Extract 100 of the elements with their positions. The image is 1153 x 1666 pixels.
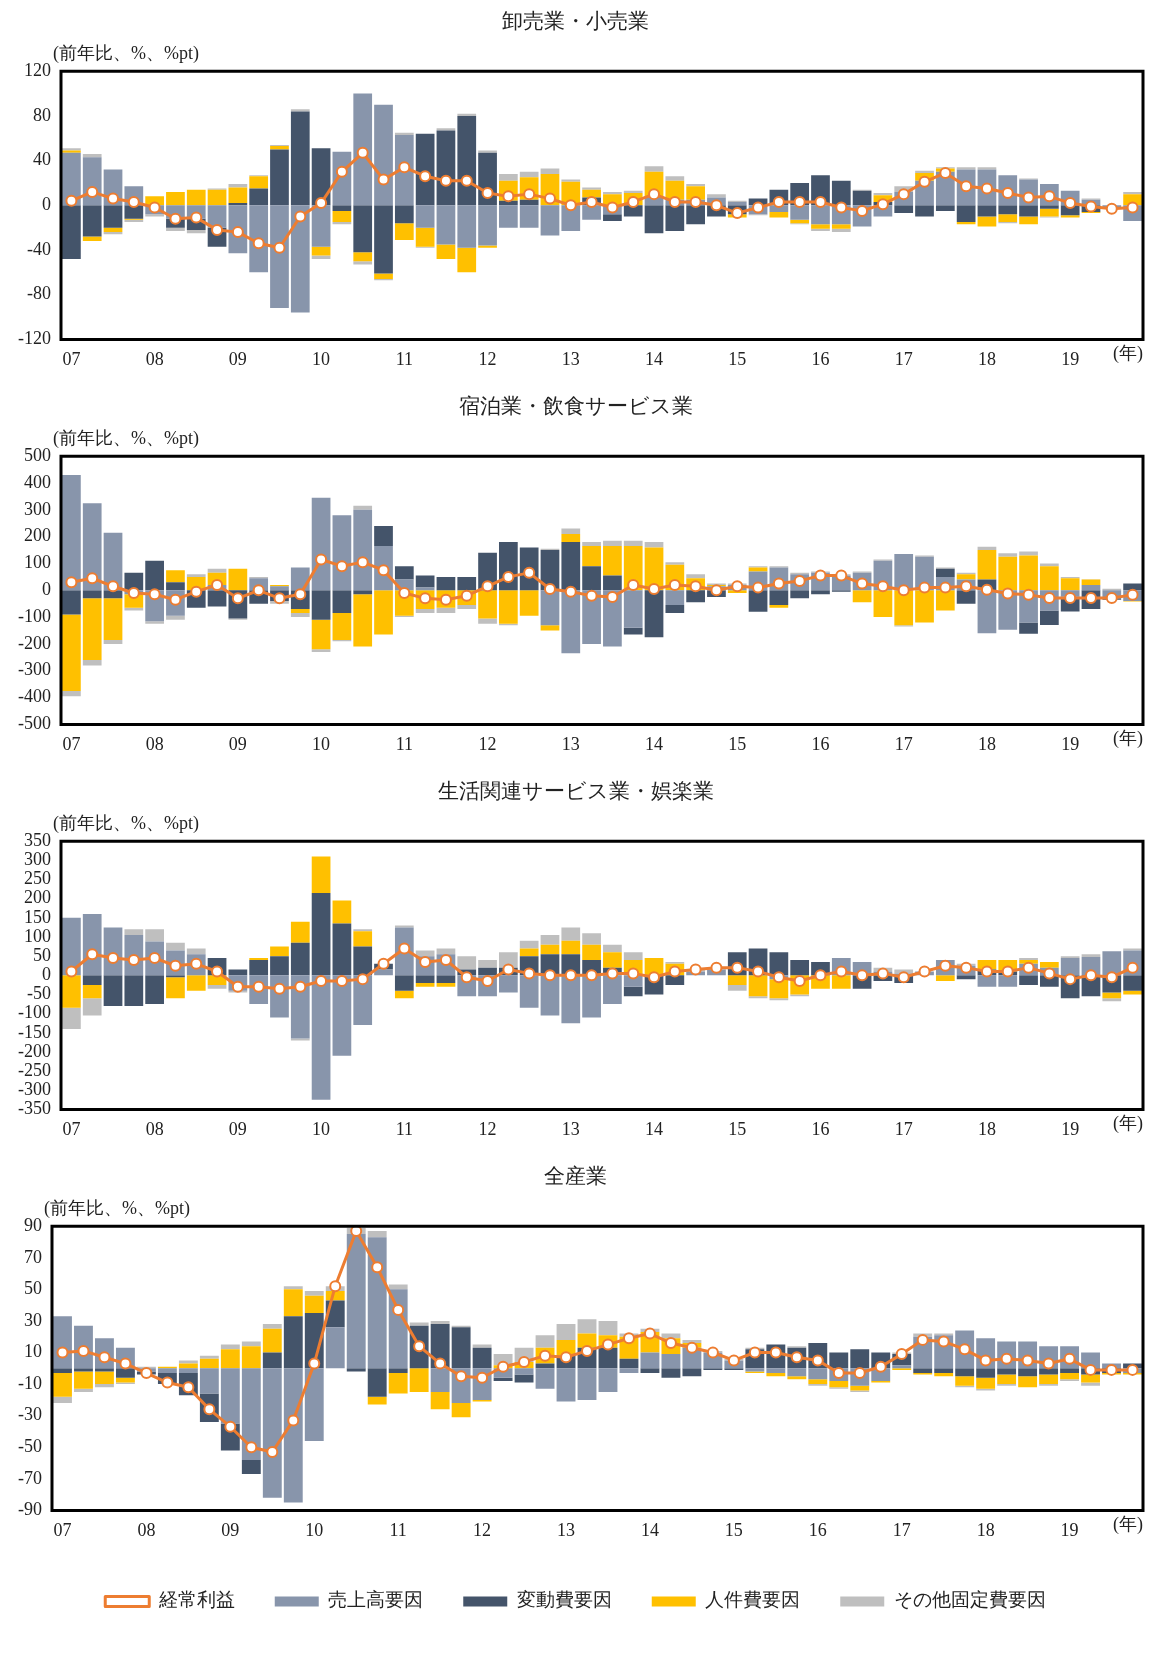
legend-label: 人件費要因 (705, 1589, 801, 1611)
y-tick-label: 100 (23, 552, 51, 573)
x-tick-label: 12 (478, 1118, 497, 1139)
y-tick-label: -120 (17, 328, 51, 349)
x-tick-label: 13 (557, 1519, 576, 1540)
y-tick-label: -250 (17, 1059, 51, 1080)
legend-label: その他固定費要因 (893, 1589, 1046, 1611)
y-tick-label: 300 (23, 849, 51, 870)
x-tick-label: 15 (728, 348, 747, 369)
y-tick-label: 50 (23, 1278, 42, 1299)
y-tick-label: 10 (23, 1341, 42, 1362)
y-tick-label: 0 (41, 194, 51, 215)
y-tick-label: 120 (23, 59, 51, 80)
x-tick-label: 15 (728, 733, 747, 754)
x-tick-label: 17 (892, 1519, 911, 1540)
y-tick-label: -90 (17, 1499, 42, 1520)
y-tick-label: -30 (17, 1404, 42, 1425)
y-tick-label: 80 (32, 104, 51, 125)
x-axis-title: (年) (1113, 1514, 1143, 1536)
y-tick-label: -200 (17, 632, 51, 653)
x-tick-label: 08 (145, 1118, 164, 1139)
y-tick-label: -150 (17, 1021, 51, 1042)
x-axis-title: (年) (1113, 343, 1143, 365)
y-axis-title: (前年比、%、%pt) (52, 427, 199, 449)
y-tick-label: -70 (17, 1467, 42, 1488)
x-tick-label: 16 (811, 1118, 830, 1139)
x-tick-label: 10 (312, 733, 331, 754)
x-tick-label: 17 (894, 348, 913, 369)
x-tick-label: 17 (894, 733, 913, 754)
x-tick-label: 07 (62, 1118, 81, 1139)
y-tick-label: 0 (41, 579, 51, 600)
x-tick-label: 19 (1061, 1118, 1080, 1139)
x-tick-label: 13 (561, 348, 580, 369)
y-tick-label: 500 (23, 444, 51, 465)
y-tick-label: 350 (23, 829, 51, 850)
x-tick-label: 19 (1061, 733, 1080, 754)
y-tick-label: -400 (17, 686, 51, 707)
y-tick-label: 30 (23, 1309, 42, 1330)
x-tick-label: 10 (312, 1118, 331, 1139)
x-tick-label: 07 (62, 733, 81, 754)
chart-title: 全産業 (544, 1164, 607, 1189)
x-tick-label: 13 (561, 733, 580, 754)
y-tick-label: 150 (23, 906, 51, 927)
x-axis-title: (年) (1113, 728, 1143, 750)
x-tick-label: 08 (137, 1519, 156, 1540)
y-tick-label: 0 (41, 964, 51, 985)
x-tick-label: 18 (976, 1519, 995, 1540)
x-tick-label: 07 (62, 348, 81, 369)
y-tick-label: 40 (32, 149, 51, 170)
y-tick-label: 50 (32, 944, 51, 965)
x-tick-label: 18 (977, 733, 996, 754)
x-tick-label: 09 (221, 1519, 240, 1540)
y-tick-label: 100 (23, 925, 51, 946)
y-tick-label: 90 (23, 1214, 42, 1235)
x-tick-label: 09 (228, 348, 247, 369)
x-tick-label: 11 (395, 348, 413, 369)
y-tick-label: -300 (17, 659, 51, 680)
y-tick-label: -100 (17, 605, 51, 626)
y-tick-label: -350 (17, 1098, 51, 1119)
x-tick-label: 15 (724, 1519, 743, 1540)
x-tick-label: 16 (811, 348, 830, 369)
x-tick-label: 16 (808, 1519, 827, 1540)
x-tick-label: 11 (395, 1118, 413, 1139)
legend-label: 経常利益 (157, 1589, 235, 1611)
x-tick-label: 13 (561, 1118, 580, 1139)
x-tick-label: 10 (312, 348, 331, 369)
y-tick-label: -40 (26, 238, 51, 259)
chart-title: 生活関連サービス業・娯楽業 (437, 779, 714, 804)
x-tick-label: 18 (977, 1118, 996, 1139)
x-tick-label: 18 (977, 348, 996, 369)
y-tick-label: -300 (17, 1078, 51, 1099)
y-tick-label: -200 (17, 1040, 51, 1061)
x-tick-label: 15 (728, 1118, 747, 1139)
x-tick-label: 12 (473, 1519, 492, 1540)
y-tick-label: -100 (17, 1002, 51, 1023)
x-tick-label: 08 (145, 348, 164, 369)
y-tick-label: 200 (23, 525, 51, 546)
chart-title: 卸売業・小売業 (502, 9, 649, 34)
y-tick-label: 70 (23, 1246, 42, 1267)
x-tick-label: 19 (1060, 1519, 1079, 1540)
x-tick-label: 14 (645, 733, 664, 754)
x-tick-label: 11 (395, 733, 413, 754)
y-tick-label: 300 (23, 498, 51, 519)
x-tick-label: 07 (53, 1519, 72, 1540)
x-tick-label: 08 (145, 733, 164, 754)
x-tick-label: 09 (228, 733, 247, 754)
legend-label: 変動費要因 (516, 1589, 612, 1611)
y-axis-title: (前年比、%、%pt) (52, 42, 199, 64)
x-tick-label: 12 (478, 348, 497, 369)
y-tick-label: -500 (17, 713, 51, 734)
x-tick-label: 14 (645, 348, 664, 369)
x-tick-label: 10 (305, 1519, 324, 1540)
y-tick-label: 200 (23, 887, 51, 908)
x-tick-label: 11 (389, 1519, 407, 1540)
y-tick-label: -80 (26, 283, 51, 304)
y-tick-label: -50 (17, 1435, 42, 1456)
x-tick-label: 09 (228, 1118, 247, 1139)
y-axis-title: (前年比、%、%pt) (43, 1197, 190, 1219)
x-tick-label: 16 (811, 733, 830, 754)
x-tick-label: 19 (1061, 348, 1080, 369)
